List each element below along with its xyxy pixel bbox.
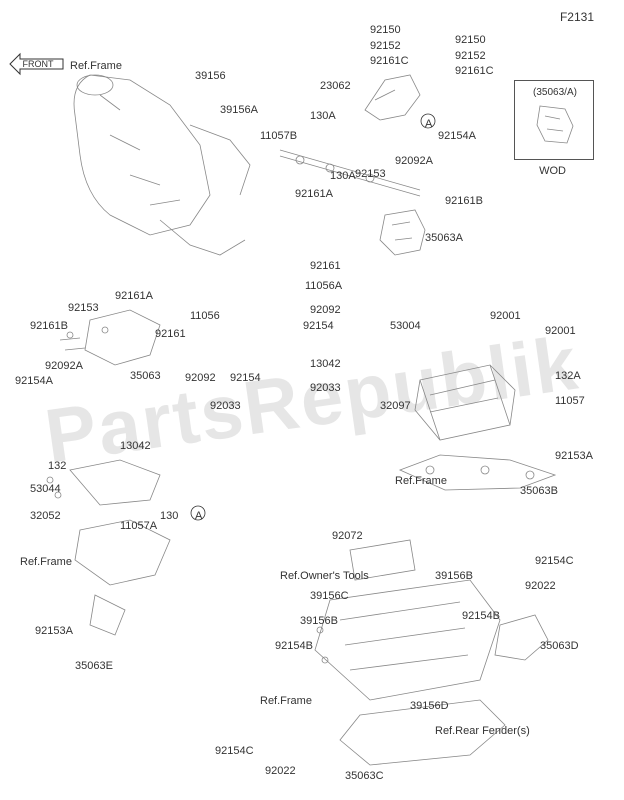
label-11057A: 11057A [120,520,157,532]
label-11057B: 11057B [260,130,297,142]
label-ref-frame-4: Ref.Frame [260,695,312,707]
label-35063C: 35063C [345,770,384,782]
label-92154B-1: 92154B [462,610,500,622]
label-130A-2: 130A [330,170,356,182]
label-92154C-2: 92154C [215,745,254,757]
label-13042-2: 13042 [120,440,151,452]
label-130: 130 [160,510,178,522]
label-92153A-2: 92153A [35,625,73,637]
label-53044: 53044 [30,483,61,495]
label-35063B: 35063B [520,485,558,497]
label-92033-2: 92033 [310,382,341,394]
label-92161A-1: 92161A [295,188,333,200]
label-92161B-1: 92161B [445,195,483,207]
label-92092-1: 92092 [310,304,341,316]
label-92154B-2: 92154B [275,640,313,652]
label-39156D: 39156D [410,700,449,712]
label-92154A-2: 92154A [15,375,53,387]
label-32097: 32097 [380,400,411,412]
label-32052: 32052 [30,510,61,522]
label-92150-2: 92150 [455,34,486,46]
label-39156C: 39156C [310,590,349,602]
bracket-lowerleft-sketch [40,450,220,650]
wod-reference-box: (35063/A) [514,80,594,160]
label-39156: 39156 [195,70,226,82]
label-92161-1: 92161 [310,260,341,272]
label-92001-2: 92001 [545,325,576,337]
label-39156B-1: 39156B [435,570,473,582]
label-ref-frame-3: Ref.Frame [20,556,72,568]
label-92153-2: 92153 [68,302,99,314]
wod-label: WOD [539,165,566,177]
label-92153-1: 92153 [355,168,386,180]
label-92161-2: 92161 [155,328,186,340]
label-23062: 23062 [320,80,351,92]
label-ref-rear-fender: Ref.Rear Fender(s) [435,725,530,737]
label-92072: 92072 [332,530,363,542]
label-11057: 11057 [555,395,585,407]
label-92153A-1: 92153A [555,450,593,462]
label-92161C-2: 92161C [455,65,494,77]
diagram-code: F2131 [560,10,594,24]
label-92152-2: 92152 [455,50,486,62]
label-35063A: 35063A [425,232,463,244]
label-92161B-2: 92161B [30,320,68,332]
label-92154C: 92154C [535,555,574,567]
label-35063E: 35063E [75,660,113,672]
label-132A: 132A [555,370,581,382]
label-92161A-2: 92161A [115,290,153,302]
label-92092A-1: 92092A [395,155,433,167]
svg-text:(35063/A): (35063/A) [533,87,577,98]
label-92152-1: 92152 [370,40,401,52]
label-11056: 11056 [190,310,220,322]
label-92150-1: 92150 [370,24,401,36]
label-35063D: 35063D [540,640,579,652]
label-92001-1: 92001 [490,310,521,322]
label-A-2: A [425,118,432,130]
frame-main-sketch [50,55,280,285]
parts-diagram: FRONT F2131 (35063/A) WOD [0,0,624,800]
label-39156A: 39156A [220,104,258,116]
label-92092A-2: 92092A [45,360,83,372]
label-ref-frame-1: Ref.Frame [70,60,122,72]
label-ref-frame-2: Ref.Frame [395,475,447,487]
label-ref-owners-tools: Ref.Owner's Tools [280,570,369,582]
label-11056A: 11056A [305,280,342,292]
label-39156B-2: 39156B [300,615,338,627]
label-92161C-1: 92161C [370,55,409,67]
label-35063: 35063 [130,370,161,382]
label-92154-1: 92154 [230,372,261,384]
label-A-1: A [195,510,202,522]
label-13042-1: 13042 [310,358,341,370]
rear-assembly-sketch [270,530,570,780]
label-92022-1: 92022 [525,580,556,592]
label-92154A-1: 92154A [438,130,476,142]
label-53004: 53004 [390,320,421,332]
label-92022-2: 92022 [265,765,296,777]
label-92033-1: 92033 [210,400,241,412]
label-132: 132 [48,460,66,472]
label-130A-1: 130A [310,110,336,122]
label-92092-2: 92092 [185,372,216,384]
label-92154-2: 92154 [303,320,334,332]
